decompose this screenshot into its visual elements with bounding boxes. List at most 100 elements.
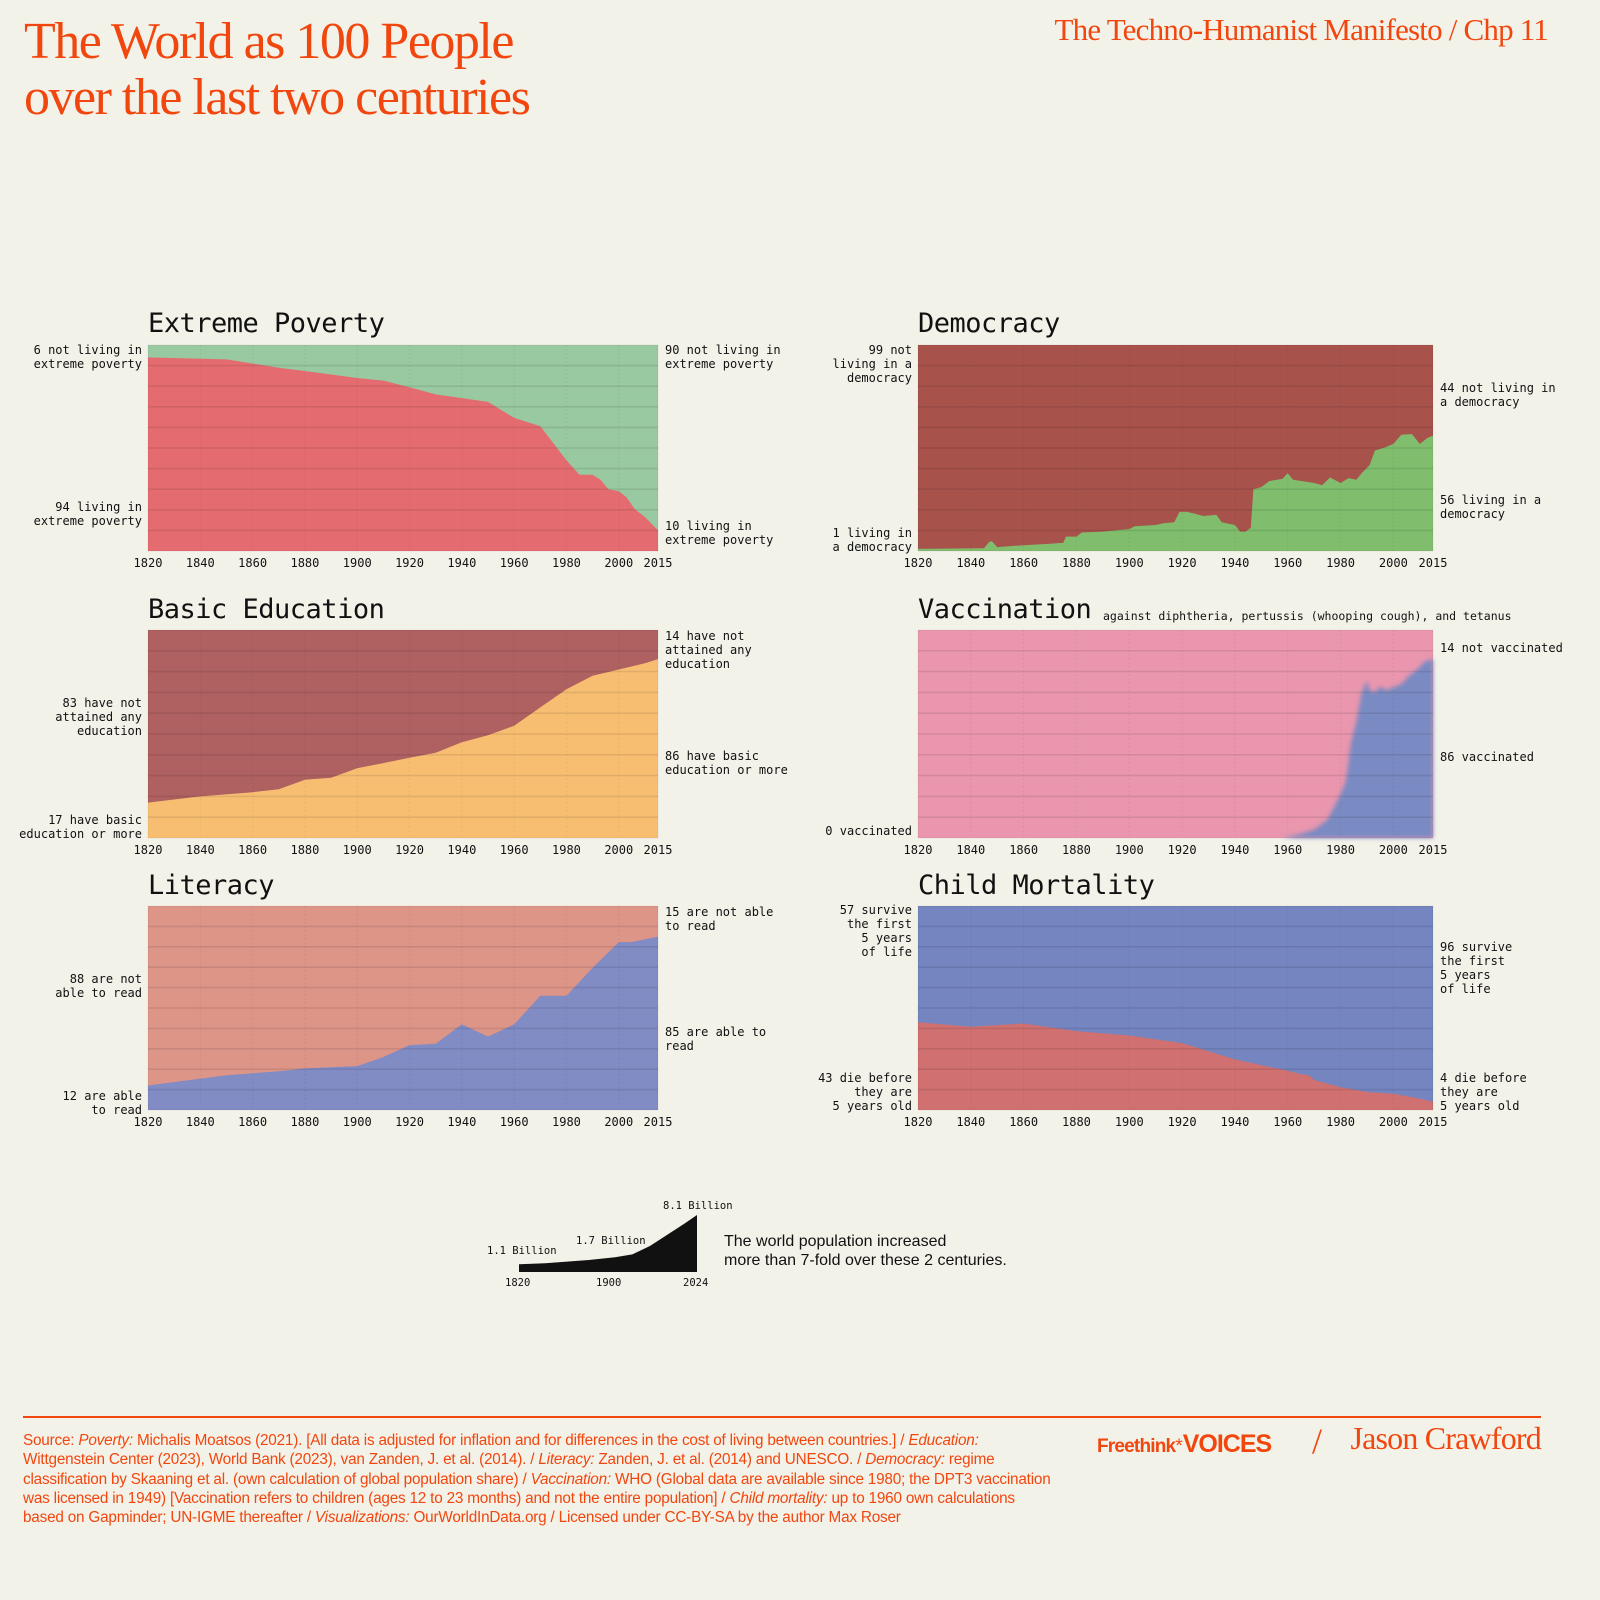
source-category: Democracy:	[865, 1451, 945, 1469]
plot-literacy	[147, 905, 659, 1111]
book-chapter-title: The Techno-Humanist Manifesto / Chp 11	[1054, 12, 1549, 47]
source-text: Wittgenstein Center (2023), World Bank (…	[23, 1451, 539, 1469]
x-tick-label: 1820	[133, 843, 163, 857]
x-tick-label: 1940	[1220, 556, 1250, 570]
footer-divider	[23, 1416, 1541, 1418]
chart-title-literacy: Literacy	[148, 870, 275, 901]
annotation-left-top: 99 not living in a democracy	[832, 343, 912, 385]
x-tick-label: 1880	[290, 1115, 320, 1129]
area-bottom-education	[148, 659, 658, 838]
plot-vaccination	[917, 629, 1434, 839]
annotation-left-bottom: 17 have basic education or more	[19, 813, 142, 841]
x-tick-label: 2015	[1418, 843, 1448, 857]
x-tick-label: 1960	[499, 556, 529, 570]
x-tick-label: 1900	[1114, 1115, 1144, 1129]
annotation-right-bottom: 85 are able to read	[665, 1025, 767, 1053]
area-bottom-literacy	[148, 936, 658, 1110]
plot-border	[917, 905, 1434, 1111]
x-tick-label: 1840	[956, 843, 986, 857]
annotation-right-bottom: 86 have basic education or more	[665, 749, 788, 777]
annotation-left-top: 6 not living in extreme poverty	[33, 343, 142, 371]
x-tick-label: 1880	[1062, 843, 1091, 857]
x-tick-label: 1980	[552, 843, 581, 857]
population-value-label: 8.1 Billion	[663, 1200, 733, 1212]
x-tick-label: 1980	[1326, 556, 1356, 570]
x-tick-label: 2015	[1418, 1115, 1448, 1129]
x-tick-label: 1920	[395, 843, 424, 857]
x-tick-label: 1920	[395, 1115, 424, 1129]
source-text: regime classification by Skaaning et al.…	[23, 1451, 995, 1488]
x-tick-label: 1840	[185, 843, 215, 857]
source-category: Education:	[908, 1432, 979, 1449]
x-tick-label: 1980	[1326, 843, 1356, 857]
source-notes: Source: Poverty: Michalis Moatsos (2021)…	[23, 1431, 1053, 1527]
x-tick-label: 1860	[238, 1115, 268, 1129]
source-text: Source:	[23, 1432, 79, 1449]
logo-voices: VOICES	[1182, 1430, 1272, 1458]
plot-child	[917, 905, 1434, 1111]
chart-title-child: Child Mortality	[918, 870, 1155, 901]
plot-border	[147, 629, 659, 839]
x-tick-label: 1980	[1326, 1115, 1356, 1129]
x-tick-label: 1880	[290, 843, 320, 857]
chart-subtitle-vaccination: against diphtheria, pertussis (whooping …	[1103, 609, 1512, 623]
x-tick-label: 1900	[342, 556, 372, 570]
source-text: Michalis Moatsos (2021). [All data is ad…	[132, 1432, 909, 1449]
x-tick-label: 1900	[342, 843, 372, 857]
x-tick-label: 1940	[447, 843, 477, 857]
x-tick-label: 1840	[185, 556, 215, 570]
annotation-left-top: 83 have not attained any education	[55, 696, 142, 738]
x-tick-label: 1880	[1062, 556, 1091, 570]
x-tick-label: 1820	[133, 1115, 163, 1129]
logo-separator: /	[1312, 1421, 1323, 1461]
x-tick-label: 2015	[643, 843, 673, 857]
x-tick-label: 2000	[604, 1115, 634, 1129]
annotation-right-bottom: 86 vaccinated	[1440, 750, 1534, 764]
x-tick-label: 1960	[1273, 556, 1303, 570]
area-bottom-democracy	[918, 434, 1433, 551]
population-caption: The world population increased more than…	[724, 1233, 1007, 1269]
plot-border	[147, 905, 659, 1111]
plot-border	[147, 344, 659, 552]
x-tick-label: 1860	[238, 556, 268, 570]
x-tick-label: 1960	[499, 1115, 529, 1129]
x-tick-label: 1920	[395, 556, 424, 570]
source-category: Literacy:	[538, 1451, 595, 1469]
source-text: Zanden, J. et al. (2014) and UNESCO. /	[594, 1451, 866, 1469]
x-tick-label: 2015	[1418, 556, 1448, 570]
x-tick-label: 1860	[1009, 843, 1039, 857]
x-tick-label: 1900	[342, 1115, 372, 1129]
x-tick-label: 1960	[1273, 843, 1303, 857]
chart-title-vaccination: Vaccination	[918, 594, 1092, 625]
population-year-label: 2024	[683, 1277, 709, 1289]
area-bottom-child	[918, 1022, 1433, 1110]
x-tick-label: 2000	[604, 556, 634, 570]
x-tick-label: 1940	[1220, 1115, 1250, 1129]
x-tick-label: 1820	[903, 843, 933, 857]
x-tick-label: 2015	[643, 556, 673, 570]
logo-freethink: Freethink	[1097, 1436, 1176, 1457]
annotation-right-bottom: 10 living in extreme poverty	[665, 519, 774, 547]
x-tick-label: 1880	[290, 556, 320, 570]
source-category: Visualizations:	[314, 1509, 410, 1527]
x-tick-label: 1940	[447, 556, 477, 570]
x-tick-label: 1920	[1167, 1115, 1197, 1129]
x-tick-label: 1860	[238, 843, 268, 857]
source-text: OurWorldInData.org / Licensed under CC-B…	[409, 1509, 901, 1527]
x-tick-label: 1920	[1167, 843, 1197, 857]
population-value-label: 1.7 Billion	[576, 1235, 646, 1247]
annotation-right-top: 44 not living in a democracy	[1440, 381, 1556, 409]
plot-border	[917, 344, 1434, 552]
x-tick-label: 2000	[1378, 1115, 1408, 1129]
x-tick-label: 2000	[1378, 556, 1408, 570]
annotation-left-bottom: 43 die before they are 5 years old	[818, 1071, 912, 1113]
x-tick-label: 1960	[499, 843, 529, 857]
freethink-voices-logo: Freethink*VOICES	[1097, 1430, 1272, 1459]
x-tick-label: 1820	[903, 556, 933, 570]
x-tick-label: 1840	[956, 1115, 986, 1129]
population-area	[519, 1215, 697, 1272]
x-tick-label: 1820	[903, 1115, 933, 1129]
source-category: Vaccination:	[530, 1470, 612, 1488]
x-tick-label: 1960	[1273, 1115, 1303, 1129]
plot-education	[147, 629, 659, 839]
